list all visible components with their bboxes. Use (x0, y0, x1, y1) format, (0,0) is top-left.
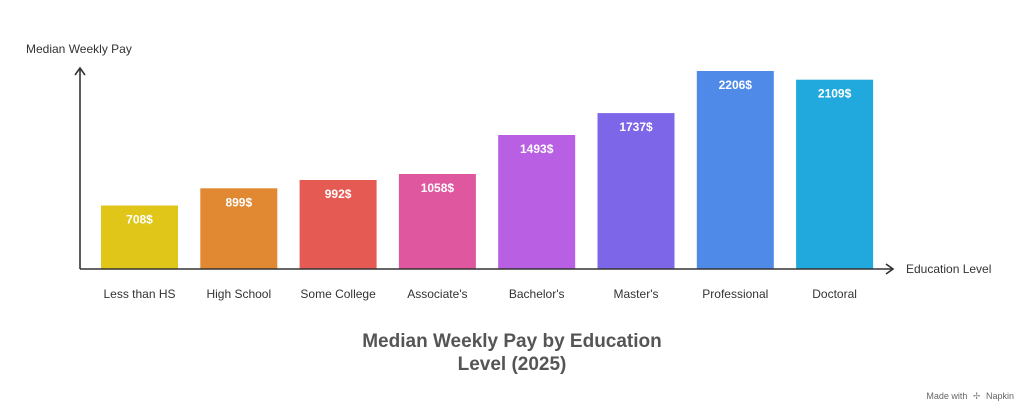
chart-title-line-1: Median Weekly Pay by Education (362, 331, 662, 352)
bar-value-label-0: 708$ (126, 213, 153, 227)
chart-title: Median Weekly Pay by Education Level (20… (284, 330, 740, 376)
category-label-3: Associate's (407, 287, 467, 301)
bar-5 (597, 113, 675, 269)
category-label-0: Less than HS (103, 287, 175, 301)
category-labels: Less than HS High School Some College Assoc… (103, 287, 856, 301)
x-axis-arrow-icon (885, 263, 895, 275)
made-with-credit: Made with ✢ Napkin (926, 391, 1014, 402)
category-label-5: Master's (614, 287, 659, 301)
bar-value-label-4: 1493$ (520, 142, 554, 156)
category-label-7: Doctoral (812, 287, 857, 301)
bar-6 (696, 71, 774, 269)
bar-value-label-6: 2206$ (719, 78, 753, 92)
category-label-4: Bachelor's (509, 287, 565, 301)
bar-value-label-1: 899$ (225, 195, 252, 209)
bar-7 (796, 79, 874, 269)
bar-4 (498, 135, 576, 269)
brand-name: Napkin (985, 391, 1014, 401)
bar-1 (200, 188, 278, 269)
bars-group: 708$ 899$ 992$ 1058$ 1493$ 1737$ 2206$ 2109$ (101, 71, 874, 269)
x-axis-label: Education Level (906, 262, 991, 276)
category-label-6: Professional (702, 287, 768, 301)
bar-value-label-3: 1058$ (421, 181, 455, 195)
bar-value-label-2: 992$ (325, 187, 352, 201)
bar-0 (101, 205, 178, 269)
made-with-text: Made with (926, 391, 968, 401)
chart-title-line-2: Level (2025) (457, 354, 567, 375)
bar-2 (299, 180, 377, 269)
y-axis-arrow-icon (74, 66, 86, 76)
bar-value-label-7: 2109$ (818, 87, 852, 101)
category-label-1: High School (206, 287, 271, 301)
y-axis-label: Median Weekly Pay (26, 42, 132, 56)
bar-3 (398, 174, 476, 269)
bar-value-label-5: 1737$ (619, 120, 653, 134)
category-label-2: Some College (300, 287, 376, 301)
napkin-logo-icon: ✢ (972, 391, 981, 401)
